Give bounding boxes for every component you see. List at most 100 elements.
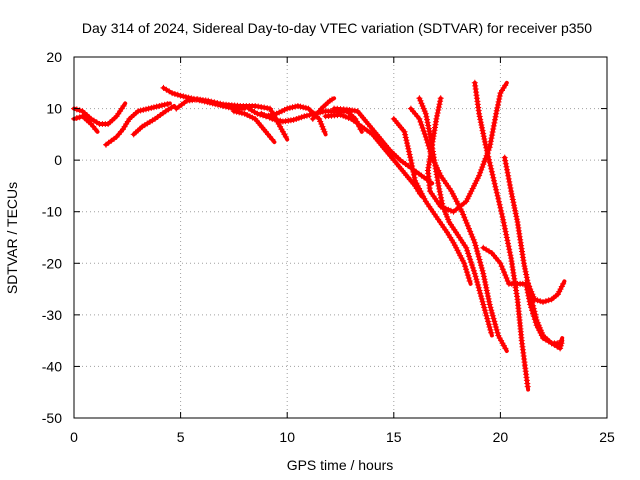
data-point bbox=[462, 263, 469, 270]
data-point bbox=[467, 228, 474, 235]
data-point bbox=[249, 114, 256, 121]
data-point bbox=[504, 278, 511, 284]
data-point bbox=[407, 154, 414, 161]
data-point bbox=[493, 186, 500, 193]
data-point bbox=[481, 138, 488, 145]
data-point bbox=[503, 234, 510, 241]
data-point bbox=[303, 112, 310, 119]
data-point bbox=[451, 193, 457, 200]
data-point bbox=[300, 104, 307, 111]
data-point bbox=[493, 107, 500, 114]
data-point bbox=[458, 255, 465, 262]
data-point bbox=[274, 117, 281, 124]
data-point bbox=[241, 110, 248, 117]
data-point bbox=[524, 277, 531, 284]
plot-frame bbox=[73, 56, 608, 419]
data-point bbox=[481, 307, 488, 314]
data-point bbox=[493, 326, 500, 333]
data-point bbox=[487, 326, 494, 333]
data-point bbox=[402, 131, 409, 138]
data-point bbox=[411, 174, 418, 181]
data-point bbox=[502, 228, 509, 235]
data-point bbox=[282, 133, 289, 140]
data-point bbox=[424, 116, 430, 123]
data-point bbox=[453, 198, 460, 205]
data-point bbox=[490, 122, 497, 129]
data-point bbox=[454, 247, 461, 254]
data-point bbox=[401, 128, 408, 135]
data-point bbox=[501, 269, 508, 276]
data-point bbox=[488, 135, 495, 142]
data-point bbox=[557, 340, 564, 347]
data-point bbox=[174, 91, 181, 98]
data-point bbox=[528, 304, 535, 311]
data-point bbox=[443, 211, 449, 218]
data-point bbox=[463, 220, 470, 226]
data-point bbox=[171, 91, 178, 97]
data-point bbox=[496, 201, 503, 208]
data-point bbox=[506, 246, 513, 253]
x-tick-label: 15 bbox=[386, 429, 402, 445]
data-point bbox=[505, 243, 512, 250]
data-point bbox=[480, 133, 487, 140]
data-point bbox=[150, 104, 157, 111]
data-point bbox=[540, 299, 546, 305]
data-point bbox=[277, 117, 284, 124]
data-point bbox=[426, 128, 433, 135]
data-point bbox=[483, 144, 490, 151]
data-point bbox=[156, 103, 163, 109]
data-point bbox=[461, 260, 468, 267]
data-point bbox=[306, 112, 313, 118]
data-point bbox=[244, 112, 251, 118]
data-point bbox=[509, 196, 516, 203]
data-point bbox=[495, 332, 502, 339]
data-point bbox=[529, 307, 536, 314]
data-point bbox=[286, 104, 293, 111]
data-point bbox=[522, 268, 529, 275]
data-point bbox=[502, 82, 509, 89]
data-point bbox=[534, 297, 541, 304]
data-point bbox=[502, 160, 509, 167]
data-point bbox=[496, 96, 503, 102]
data-point bbox=[177, 92, 184, 99]
data-point bbox=[436, 185, 443, 192]
data-point bbox=[482, 279, 489, 285]
data-point bbox=[301, 113, 308, 120]
data-point bbox=[463, 266, 469, 273]
data-point bbox=[474, 250, 481, 257]
data-point bbox=[505, 240, 511, 247]
data-point bbox=[161, 101, 168, 108]
data-point bbox=[486, 156, 492, 163]
data-point bbox=[481, 158, 488, 165]
data-point bbox=[345, 114, 352, 121]
data-point bbox=[512, 207, 519, 214]
y-tick-label: -40 bbox=[42, 358, 62, 374]
data-point bbox=[417, 118, 424, 125]
data-point bbox=[403, 137, 410, 144]
data-point bbox=[490, 315, 497, 322]
data-point bbox=[504, 169, 511, 176]
data-point bbox=[471, 270, 478, 277]
data-point bbox=[263, 113, 270, 120]
data-point bbox=[470, 236, 477, 243]
data-point bbox=[236, 109, 243, 116]
data-point bbox=[230, 108, 237, 115]
data-point bbox=[153, 103, 160, 110]
series-arc-16 bbox=[424, 80, 509, 215]
data-point bbox=[466, 278, 473, 284]
data-point bbox=[555, 291, 561, 298]
chart-title: Day 314 of 2024, Sidereal Day-to-day VTE… bbox=[82, 20, 592, 36]
data-point bbox=[467, 190, 474, 197]
data-point bbox=[471, 239, 478, 246]
data-point bbox=[485, 321, 492, 328]
data-point bbox=[477, 169, 484, 176]
data-point bbox=[491, 318, 498, 325]
data-point bbox=[488, 168, 495, 175]
data-point bbox=[491, 177, 497, 184]
data-point bbox=[506, 249, 513, 256]
data-point bbox=[560, 280, 567, 287]
data-point bbox=[404, 143, 411, 149]
series-arc-15 bbox=[416, 95, 495, 338]
data-point bbox=[503, 163, 510, 170]
data-point bbox=[466, 253, 473, 260]
